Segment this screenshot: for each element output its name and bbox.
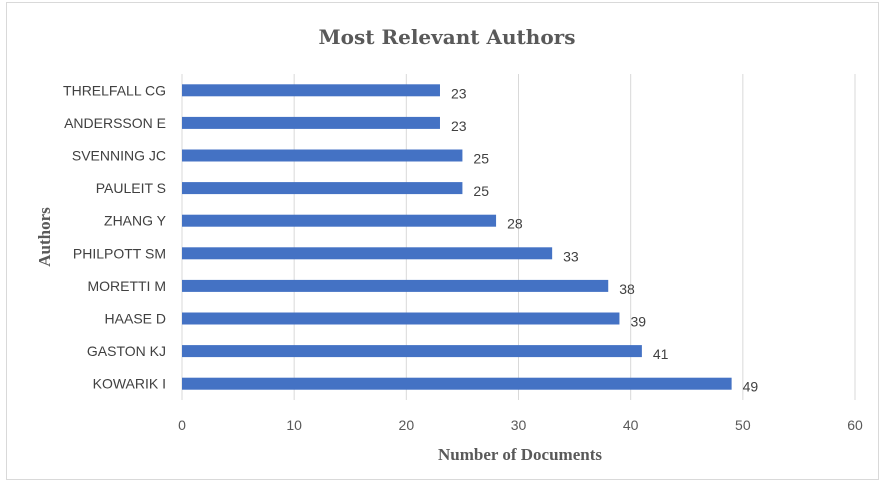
category-label: ZHANG Y	[104, 213, 167, 229]
bar	[182, 116, 440, 129]
x-tick-label: 20	[399, 417, 415, 433]
category-label: KOWARIK I	[93, 376, 166, 392]
data-label: 49	[743, 379, 759, 395]
x-tick-labels: 0 10 20 30 40 50 60	[178, 417, 863, 433]
x-tick-label: 10	[286, 417, 302, 433]
data-label: 41	[653, 346, 669, 362]
y-axis-title: Authors	[35, 207, 54, 267]
category-label: ANDERSSON E	[64, 115, 166, 131]
x-tick-label: 0	[178, 417, 186, 433]
chart-title: Most Relevant Authors	[319, 25, 576, 49]
bar	[182, 247, 553, 260]
category-label: HAASE D	[105, 311, 166, 327]
bar	[182, 149, 463, 162]
data-label: 39	[630, 314, 646, 330]
data-label: 38	[619, 281, 635, 297]
bar	[182, 84, 440, 97]
x-tick-label: 60	[847, 417, 863, 433]
category-label: SVENNING JC	[72, 148, 166, 164]
x-tick-label: 50	[735, 417, 751, 433]
x-axis-title: Number of Documents	[438, 445, 602, 464]
data-label: 23	[451, 118, 467, 134]
bar	[182, 312, 620, 325]
category-label: THRELFALL CG	[63, 82, 166, 98]
x-tick-label: 30	[511, 417, 527, 433]
bars	[182, 84, 732, 390]
data-label: 28	[507, 216, 523, 232]
bar	[182, 182, 463, 195]
chart-frame	[6, 2, 879, 480]
data-label: 23	[451, 85, 467, 101]
category-label: MORETTI M	[87, 278, 166, 294]
data-label: 25	[473, 183, 489, 199]
bar	[182, 377, 732, 390]
category-label: PAULEIT S	[96, 180, 166, 196]
category-label: PHILPOTT SM	[73, 245, 166, 261]
bar	[182, 345, 642, 358]
bar	[182, 214, 497, 227]
category-labels: THRELFALL CG ANDERSSON E SVENNING JC PAULEI…	[63, 82, 167, 391]
category-label: GASTON KJ	[87, 343, 166, 359]
bar	[182, 279, 609, 292]
data-label: 33	[563, 248, 579, 264]
data-labels: 23 23 25 25 28 33 38 39 41 49	[451, 85, 758, 394]
x-tick-label: 40	[623, 417, 639, 433]
data-label: 25	[473, 151, 489, 167]
